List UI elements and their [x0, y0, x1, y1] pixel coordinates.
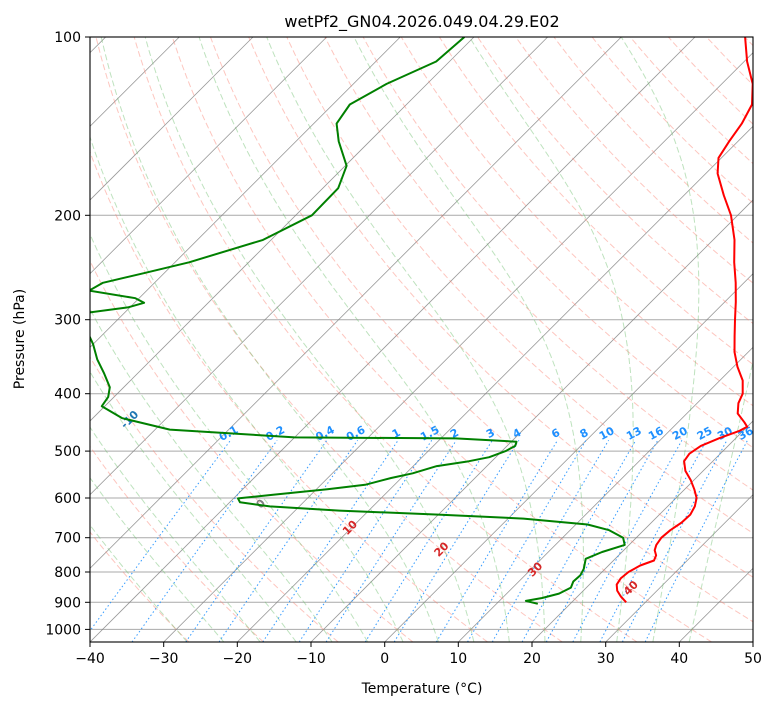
isotherm-line [90, 37, 696, 642]
mixing-ratio-label: 16 [646, 424, 666, 443]
dry-adiabat-line [90, 259, 414, 642]
x-tick-label: 40 [670, 651, 688, 667]
dewpoint-profile-line [90, 37, 626, 605]
x-tick-label: 0 [380, 651, 389, 667]
y-tick-label: 900 [54, 595, 81, 611]
mixing-ratio-line [435, 440, 558, 642]
plot-area: 0.1 0.2 0.4 0.6 1 1.5 2 3 4 6 8 10 13 16 20 25 30 36-1001… [90, 37, 756, 642]
isotherm-line [90, 37, 254, 201]
mixing-ratio-label: 36 [736, 424, 756, 443]
moist-adiabat-line [620, 37, 700, 642]
y-tick-label: 300 [54, 313, 81, 329]
mixing-ratio-line [90, 439, 231, 632]
mixing-ratio-line [393, 440, 520, 642]
moist-adiabat-line [90, 524, 188, 642]
moist-adiabat-line [198, 37, 510, 642]
y-tick-label: 700 [54, 531, 81, 547]
dry-adiabat-line [133, 37, 638, 642]
y-axis-label: Pressure (hPa) [12, 289, 28, 389]
plot-frame [89, 36, 754, 643]
dry-adiabat-line [95, 37, 563, 642]
isotherm-line [90, 37, 622, 569]
dry-adiabat-line [515, 37, 753, 284]
mixing-ratio-line [521, 440, 637, 642]
dry-adiabat-line [629, 37, 753, 165]
x-tick-label: −40 [75, 651, 105, 667]
dry-adiabat-line [90, 356, 339, 642]
y-tick-label: 100 [54, 30, 81, 46]
moist-adiabat-line [353, 37, 584, 642]
dry-adiabat-line [90, 150, 488, 642]
mixing-ratio-line [467, 440, 587, 642]
isotherm-line [384, 273, 753, 642]
y-tick-label: 200 [54, 208, 81, 224]
moist-adiabat-line [688, 358, 753, 642]
dry-adiabat-line [286, 37, 753, 534]
x-tick-label: 10 [449, 651, 467, 667]
moist-adiabat-line [90, 476, 225, 642]
x-tick-label: 30 [597, 651, 615, 667]
plot-background [90, 37, 753, 642]
dry-adiabat-line [477, 37, 753, 325]
x-tick-label: −20 [223, 651, 253, 667]
x-tick-label: −10 [296, 651, 326, 667]
mixing-ratio-line [262, 440, 399, 642]
dry-adiabat-line [210, 37, 753, 623]
mixing-ratio-label: 10 [597, 424, 617, 443]
moist-adiabat-line [90, 426, 261, 642]
mixing-ratio-line [621, 440, 728, 642]
moist-adiabat-line [90, 370, 297, 642]
dry-adiabat-line [324, 37, 753, 491]
chart-title: wetPf2_GN04.2026.049.04.29.E02 [284, 12, 559, 32]
axes: −40 −30 −20 −10 0 10 20 30 40 50 1000 900 800 700 600 5… [45, 30, 762, 667]
dry-adiabat-line [438, 37, 753, 366]
x-tick-label: −30 [149, 651, 179, 667]
x-axis-label: Temperature (°C) [361, 681, 483, 697]
mixing-ratio-line [218, 440, 359, 642]
isotherm-line [310, 199, 753, 642]
mixing-ratio-line [131, 440, 278, 642]
dry-adiabat-line [553, 37, 753, 244]
y-tick-label: 800 [54, 565, 81, 581]
dry-adiabat-line [90, 531, 190, 642]
isotherm-line [458, 346, 753, 642]
mixing-ratio-line [644, 440, 748, 642]
mixing-ratio-line [599, 440, 707, 642]
isotherm-line [237, 125, 753, 642]
isotherm-line [90, 37, 327, 275]
y-tick-label: 600 [54, 491, 81, 507]
temperature-profile-line [615, 37, 753, 603]
isotherm-line [90, 37, 475, 422]
y-tick-label: 400 [54, 387, 81, 403]
dry-adiabat-line [248, 37, 753, 578]
isotherm-line [531, 420, 753, 642]
mixing-ratio-label: 13 [624, 424, 644, 443]
moist-adiabat-line [144, 37, 475, 642]
isotherm-line [90, 37, 548, 496]
dry-adiabat-line [400, 37, 753, 407]
moist-adiabat-line [90, 135, 404, 642]
x-tick-label: 20 [523, 651, 541, 667]
mixing-ratio-line [185, 440, 328, 642]
mixing-ratio-label: 20 [670, 424, 690, 443]
isotherm-line [90, 37, 401, 348]
isotherm-line [163, 52, 753, 642]
moist-adiabat-line [266, 37, 546, 642]
isotherm-line [605, 494, 753, 642]
y-tick-label: 1000 [45, 622, 81, 638]
y-tick-label: 500 [54, 444, 81, 460]
mixing-ratio-label: 25 [695, 424, 715, 443]
dry-adiabat-line [362, 37, 753, 449]
moist-adiabat-line [100, 37, 439, 642]
x-tick-label: 50 [744, 651, 762, 667]
dry-adiabat-line [591, 37, 753, 204]
